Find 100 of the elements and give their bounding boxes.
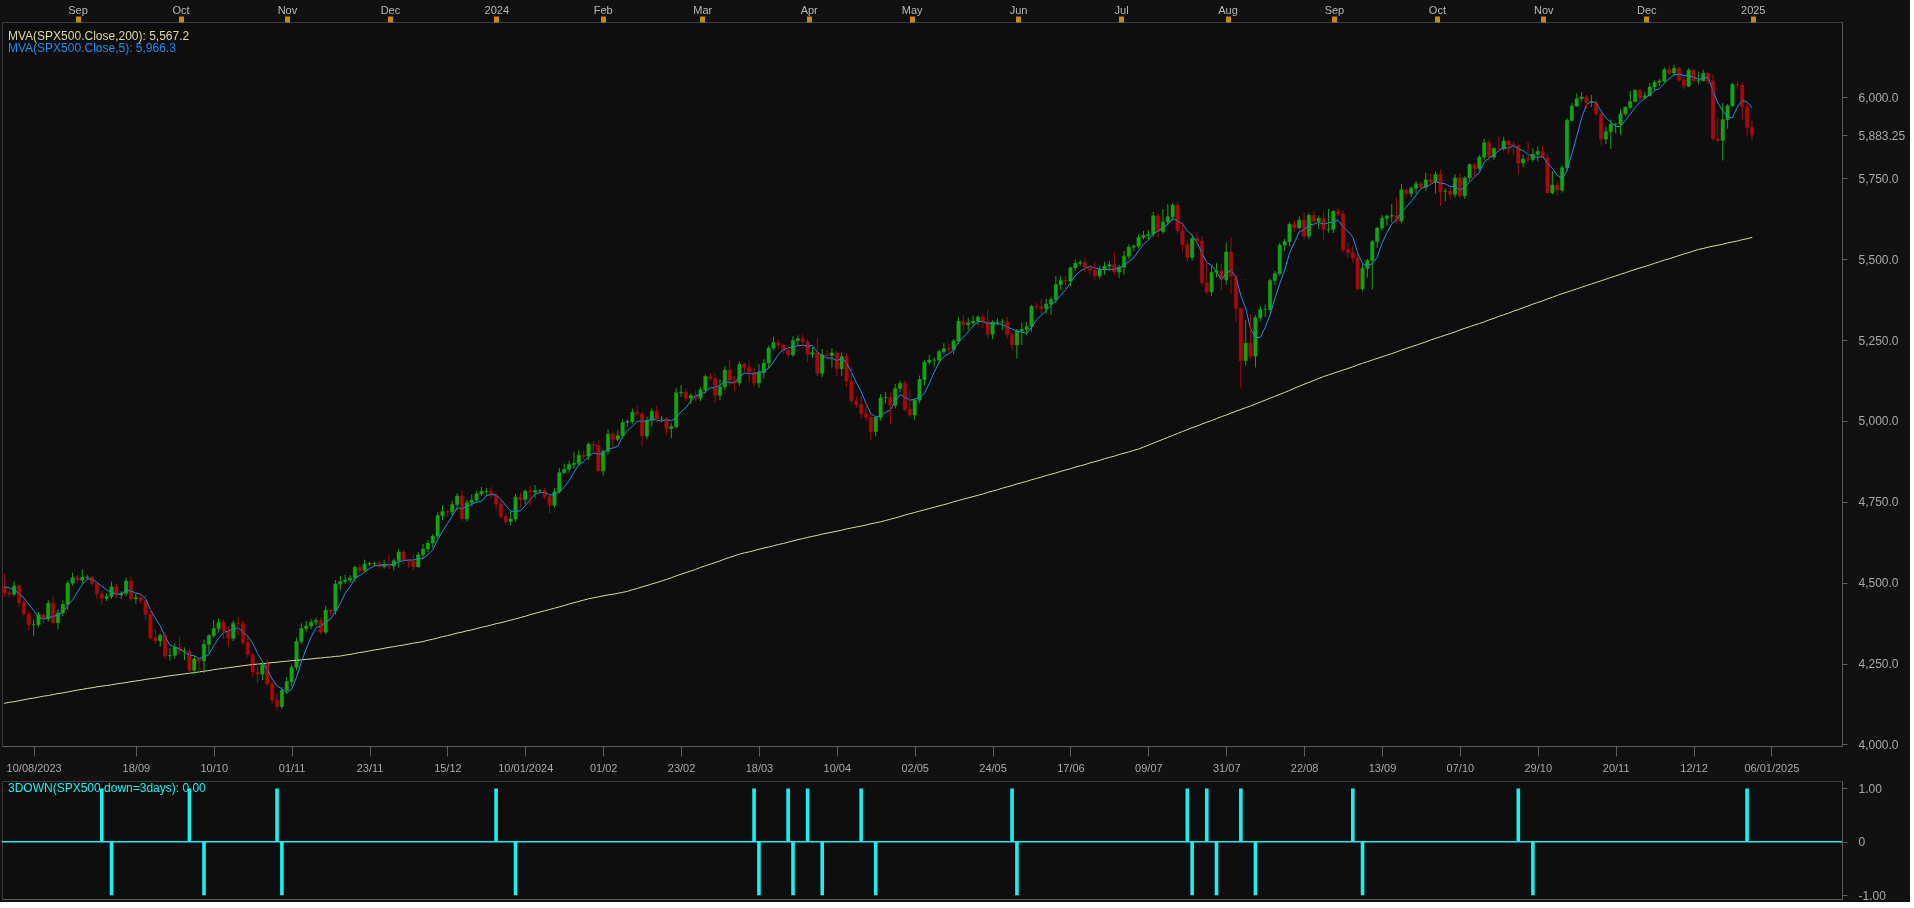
- y-tick-label: 5,250.0: [1858, 333, 1899, 348]
- candlestick: [1428, 173, 1433, 186]
- candlestick: [1555, 180, 1560, 197]
- y-tick-label: 4,000.0: [1858, 737, 1899, 752]
- candlestick: [990, 319, 995, 340]
- candlestick: [815, 337, 820, 377]
- candlestick: [1472, 162, 1477, 179]
- candlestick: [664, 416, 669, 436]
- x-tick-label: 22/08: [1290, 761, 1319, 774]
- candlestick: [1243, 319, 1248, 367]
- x2-tick-label: Jul: [1114, 3, 1129, 16]
- x2-tick-label: 2025: [1741, 3, 1766, 16]
- y-tick-label: 5,750.0: [1858, 171, 1899, 186]
- x-tick-label: 13/09: [1368, 761, 1397, 774]
- candlestick: [1092, 261, 1097, 281]
- x-tick-label: 23/02: [667, 761, 696, 774]
- candlestick: [1097, 265, 1102, 280]
- candlestick: [1433, 171, 1438, 194]
- x2-tick-label: Sep: [68, 3, 88, 16]
- candlestick: [231, 619, 236, 642]
- candlestick: [1248, 313, 1253, 360]
- x2-tick-label: Oct: [172, 3, 190, 16]
- candlestick: [1438, 168, 1443, 207]
- candlestick: [893, 383, 898, 409]
- y-tick-label: 0: [1858, 835, 1866, 850]
- candlestick: [737, 360, 742, 387]
- candlestick: [36, 611, 41, 629]
- candlestick: [75, 574, 80, 584]
- candlestick: [1496, 136, 1501, 152]
- x-tick-label: 20/11: [1602, 761, 1630, 774]
- x-tick-label: 17/06: [1057, 761, 1085, 774]
- candlestick: [357, 563, 362, 574]
- candlestick: [172, 642, 177, 660]
- candlestick: [1701, 69, 1706, 82]
- candlestick: [523, 488, 528, 505]
- candlestick: [1409, 185, 1414, 198]
- x-tick-label: 10/10: [200, 761, 229, 774]
- series-label: 3DOWN(SPX500.down=3days): 0.00: [8, 781, 207, 796]
- candlestick: [528, 485, 533, 506]
- y-tick-label: 6,000.0: [1858, 90, 1899, 105]
- candlestick: [1550, 170, 1555, 195]
- candlestick: [114, 583, 119, 599]
- candlestick: [1608, 119, 1613, 150]
- x-tick-label: 23/11: [356, 761, 384, 774]
- candlestick: [1686, 67, 1691, 88]
- candlestick: [1423, 172, 1428, 192]
- candlestick: [688, 392, 693, 405]
- x-tick-label: 01/11: [278, 761, 306, 774]
- candlestick: [810, 346, 815, 359]
- candlestick: [1584, 94, 1589, 109]
- candlestick: [1389, 203, 1394, 223]
- candlestick: [187, 648, 192, 674]
- candlestick: [888, 391, 893, 425]
- x-tick-label: 09/07: [1135, 761, 1163, 774]
- x2-tick-label: Apr: [800, 3, 819, 16]
- candlestick: [226, 625, 231, 647]
- candlestick: [1691, 68, 1696, 83]
- candlestick: [260, 661, 265, 681]
- candlestick: [1526, 141, 1530, 163]
- y-tick-label: -1.00: [1858, 888, 1887, 903]
- candlestick: [1292, 219, 1297, 233]
- x-tick-label: 15/12: [434, 761, 462, 774]
- x-tick-label: 18/03: [745, 761, 774, 774]
- x-tick-label: 18/09: [122, 761, 151, 774]
- candlestick: [1321, 211, 1326, 240]
- x2-tick-label: Feb: [593, 3, 613, 16]
- y-tick-label: 4,500.0: [1858, 576, 1899, 591]
- candlestick: [46, 599, 51, 622]
- candlestick: [1394, 197, 1399, 225]
- candlestick: [445, 509, 450, 518]
- candlestick: [825, 349, 830, 359]
- x-tick-label: 07/10: [1446, 761, 1475, 774]
- y-tick-label: 1.00: [1858, 781, 1883, 796]
- x-tick-label: 24/05: [979, 761, 1007, 774]
- x-tick-label: 06/01/2025: [1744, 761, 1800, 774]
- x-tick-label: 10/08/2023: [6, 761, 62, 774]
- y-tick-label: 5,883.25: [1858, 128, 1906, 143]
- candlestick: [323, 605, 328, 635]
- y-tick-label: 5,500.0: [1858, 252, 1899, 267]
- x2-tick-label: Aug: [1218, 3, 1238, 16]
- candlestick: [820, 348, 825, 378]
- x2-tick-label: Nov: [277, 3, 298, 16]
- candlestick: [1667, 64, 1672, 76]
- candlestick: [1190, 234, 1195, 262]
- candlestick: [966, 317, 971, 331]
- x-tick-label: 29/10: [1524, 761, 1553, 774]
- x2-tick-label: Oct: [1428, 3, 1446, 16]
- candlestick: [221, 619, 226, 640]
- candlestick: [1112, 250, 1117, 276]
- x2-tick-label: Dec: [380, 3, 401, 16]
- candlestick: [1535, 146, 1540, 162]
- text: MVA(SPX500.Close,5): 5,966.3: [8, 41, 177, 55]
- x-tick-label: 01/02: [589, 761, 618, 774]
- candlestick: [1000, 318, 1005, 331]
- candlestick: [518, 492, 523, 509]
- x-tick-label: 12/12: [1680, 761, 1708, 774]
- candlestick: [961, 315, 966, 332]
- line-series: [3, 236, 1753, 704]
- candlestick: [1224, 242, 1229, 286]
- x-tick-label: 31/07: [1212, 761, 1241, 774]
